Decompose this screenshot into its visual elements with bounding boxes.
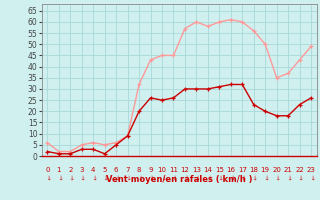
Text: ↗: ↗ [124, 173, 131, 180]
Text: ↗: ↗ [67, 173, 74, 180]
Text: ↗: ↗ [261, 173, 269, 180]
Text: ↗: ↗ [135, 173, 143, 180]
Text: ↗: ↗ [44, 173, 51, 180]
Text: ↗: ↗ [101, 173, 108, 180]
Text: ↗: ↗ [239, 173, 246, 180]
Text: ↗: ↗ [273, 173, 280, 180]
Text: ↗: ↗ [308, 173, 315, 180]
Text: ↗: ↗ [296, 173, 303, 180]
Text: ↗: ↗ [78, 173, 85, 180]
Text: ↗: ↗ [227, 173, 235, 180]
Text: ↗: ↗ [147, 173, 154, 180]
Text: ↗: ↗ [113, 173, 120, 180]
Text: ↗: ↗ [90, 173, 97, 180]
Text: ↗: ↗ [181, 173, 188, 180]
Text: ↗: ↗ [158, 173, 166, 180]
Text: ↗: ↗ [216, 173, 223, 180]
Text: ↗: ↗ [204, 173, 212, 180]
Text: ↗: ↗ [55, 173, 62, 180]
Text: ↗: ↗ [284, 173, 292, 180]
Text: ↗: ↗ [193, 173, 200, 180]
Text: ↗: ↗ [170, 173, 177, 180]
Text: ↗: ↗ [250, 173, 257, 180]
X-axis label: Vent moyen/en rafales ( km/h ): Vent moyen/en rafales ( km/h ) [106, 174, 252, 184]
